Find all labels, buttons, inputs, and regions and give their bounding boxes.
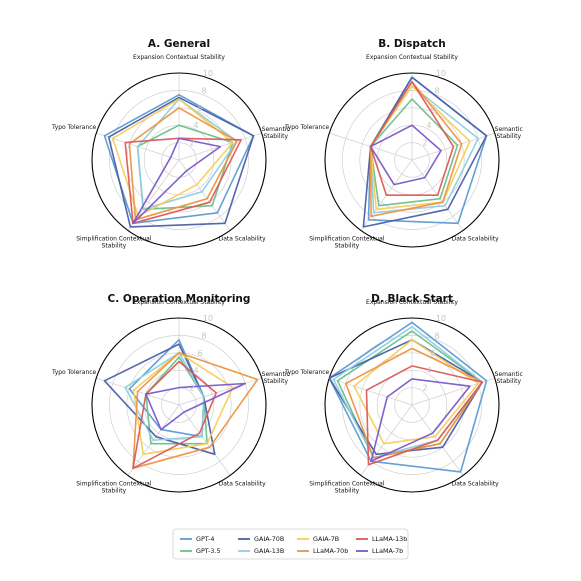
axis-label-simplification-contextual-stability: Simplification Contextual Stability: [76, 480, 152, 494]
panel-title: D. Black Start: [371, 293, 453, 305]
radial-tick-label: 8: [201, 86, 206, 95]
axis-label-typo-tolerance: Typo Tolerance: [51, 369, 97, 376]
legend-label-llama-70b: LLaMA-70b: [313, 547, 348, 555]
radial-tick-label: 4: [426, 366, 431, 375]
series-line-gaia-7b: [112, 98, 234, 218]
axis-label-expansion-contextual-stability: Expansion Contextual Stability: [133, 54, 225, 61]
series-line-llama-13b: [369, 80, 455, 196]
axis-label-data-scalability: Data Scalability: [452, 235, 500, 242]
radial-tick-label: 10: [436, 314, 446, 323]
radial-tick-label: 8: [201, 331, 206, 340]
axis-label-data-scalability: Data Scalability: [219, 235, 267, 242]
axis-label-typo-tolerance: Typo Tolerance: [284, 124, 330, 131]
radial-tick-label: 2: [189, 139, 194, 148]
axis-label-typo-tolerance: Typo Tolerance: [51, 124, 97, 131]
radar-panel-c-operation-monitoring: C. Operation Monitoring 2 4 6 8 10 Expansion C…: [51, 293, 290, 494]
outer-frame: [91, 317, 267, 493]
axis-label-simplification-contextual-stability: Simplification Contextual Stability: [309, 480, 385, 494]
axis-label-semantic-stability: Semantic Stability: [262, 371, 290, 385]
series-line-gpt-3-5: [369, 98, 459, 207]
axis-label-data-scalability: Data Scalability: [452, 480, 500, 487]
series-line-llama-13b: [365, 365, 484, 466]
axis-label-semantic-stability: Semantic Stability: [262, 126, 290, 140]
series-line-gaia-13b: [332, 325, 484, 459]
radial-tick-label: 4: [426, 121, 431, 130]
series-line-gaia-7b: [132, 351, 234, 456]
series-line-llama-7b: [370, 378, 471, 463]
panel-title: A. General: [148, 38, 210, 50]
series-line-llama-70b: [132, 351, 259, 470]
legend-label-gpt-4: GPT-4: [196, 535, 215, 543]
radial-tick-label: 2: [189, 384, 194, 393]
radial-tick-label: 8: [434, 86, 439, 95]
axis-label-simplification-contextual-stability: Simplification Contextual Stability: [76, 235, 152, 249]
axis-label-semantic-stability: Semantic Stability: [495, 126, 523, 140]
axis-label-simplification-contextual-stability: Simplification Contextual Stability: [309, 235, 385, 249]
radar-panel-d-black-start: D. Black Start 2 4 6 8 10 Expansion Contextual…: [284, 293, 523, 494]
radial-tick-label: 8: [434, 331, 439, 340]
legend-box: [172, 528, 409, 560]
series-line-llama-70b: [369, 80, 463, 218]
radial-tick-label: 4: [193, 121, 198, 130]
axis-spoke: [329, 377, 413, 406]
axis-spoke: [178, 377, 262, 406]
radar-panel-b-dispatch: B. Dispatch 2 4 6 8 10 Expansion Contextual St…: [284, 38, 523, 249]
series-line-gaia-70b: [328, 338, 484, 456]
series-line-llama-13b: [124, 137, 242, 225]
axis-label-semantic-stability: Semantic Stability: [495, 371, 523, 385]
legend-label-gaia-70b: GAIA-70B: [254, 535, 284, 543]
radial-tick-label: 10: [203, 314, 213, 323]
axis-label-expansion-contextual-stability: Expansion Contextual Stability: [366, 54, 458, 61]
axis-label-typo-tolerance: Typo Tolerance: [284, 369, 330, 376]
axis-spoke: [178, 159, 231, 231]
series-line-llama-13b: [132, 360, 217, 470]
radial-tick-label: 2: [422, 384, 427, 393]
series-line-gaia-13b: [136, 98, 238, 211]
radial-tick-label: 4: [193, 366, 198, 375]
series-line-gaia-7b: [353, 338, 480, 445]
series-line-llama-7b: [145, 382, 246, 431]
axis-label-data-scalability: Data Scalability: [219, 480, 267, 487]
axis-label-expansion-contextual-stability: Expansion Contextual Stability: [133, 299, 225, 306]
radial-tick-label: 6: [197, 349, 202, 358]
outer-frame: [91, 72, 267, 248]
series-line-llama-7b: [132, 137, 222, 225]
radial-tick-label: 6: [197, 104, 202, 113]
series-line-gaia-70b: [107, 96, 255, 228]
outer-frame: [324, 317, 500, 493]
legend-label-gaia-13b: GAIA-13B: [254, 547, 284, 555]
series-line-llama-7b: [369, 124, 442, 186]
radial-tick-label: 2: [422, 139, 427, 148]
series-line-llama-70b: [128, 107, 238, 221]
radial-tick-label: 6: [430, 349, 435, 358]
radar-panel-a-general: A. General 2 4 6 8 10 Expansion Contextual Sta…: [51, 38, 290, 249]
legend-label-llama-13b: LLaMA-13b: [372, 535, 407, 543]
legend-label-gpt-3-5: GPT-3.5: [196, 547, 221, 555]
outer-frame: [324, 72, 500, 248]
axis-label-expansion-contextual-stability: Expansion Contextual Stability: [366, 299, 458, 306]
panel-title: B. Dispatch: [378, 38, 446, 50]
series-line-gaia-13b: [124, 351, 205, 442]
radial-tick-label: 10: [203, 69, 213, 78]
panel-title: C. Operation Monitoring: [108, 293, 251, 305]
radial-tick-label: 6: [430, 104, 435, 113]
legend: GPT-4 GPT-3.5 GAIA-70B GAIA-13B GAIA-7B LLaMA…: [172, 528, 409, 560]
series-line-gpt-4: [328, 321, 488, 473]
legend-label-llama-7b: LLaMA-7b: [372, 547, 403, 555]
axis-spoke: [178, 404, 231, 476]
radial-tick-label: 10: [436, 69, 446, 78]
legend-label-gaia-7b: GAIA-7B: [313, 535, 339, 543]
